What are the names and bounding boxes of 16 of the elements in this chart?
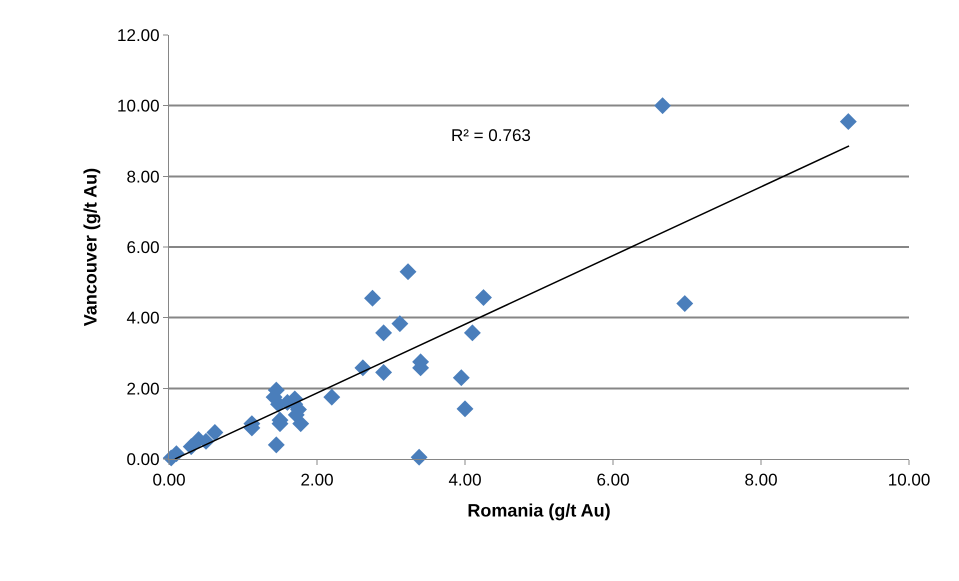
x-tick-label: 2.00 — [300, 470, 334, 490]
y-tick-label: 0.00 — [126, 450, 160, 469]
x-tick-label: 10.00 — [888, 470, 930, 490]
y-tick-label: 10.00 — [117, 96, 160, 116]
y-tick-label: 4.00 — [126, 308, 160, 328]
x-axis-title: Romania (g/t Au) — [467, 500, 611, 520]
y-tick-label: 2.00 — [126, 379, 160, 398]
y-tick-label: 12.00 — [117, 26, 160, 45]
x-tick-label: 6.00 — [596, 470, 630, 490]
y-tick-label: 6.00 — [126, 238, 160, 257]
annotation: R² = 0.763 — [451, 126, 531, 145]
y-axis-title: Vancouver (g/t Au) — [80, 168, 100, 326]
x-tick-label: 0.00 — [152, 470, 186, 490]
x-tick-label: 8.00 — [744, 470, 778, 490]
y-tick-label: 8.00 — [126, 167, 160, 186]
x-tick-label: 4.00 — [448, 470, 482, 490]
